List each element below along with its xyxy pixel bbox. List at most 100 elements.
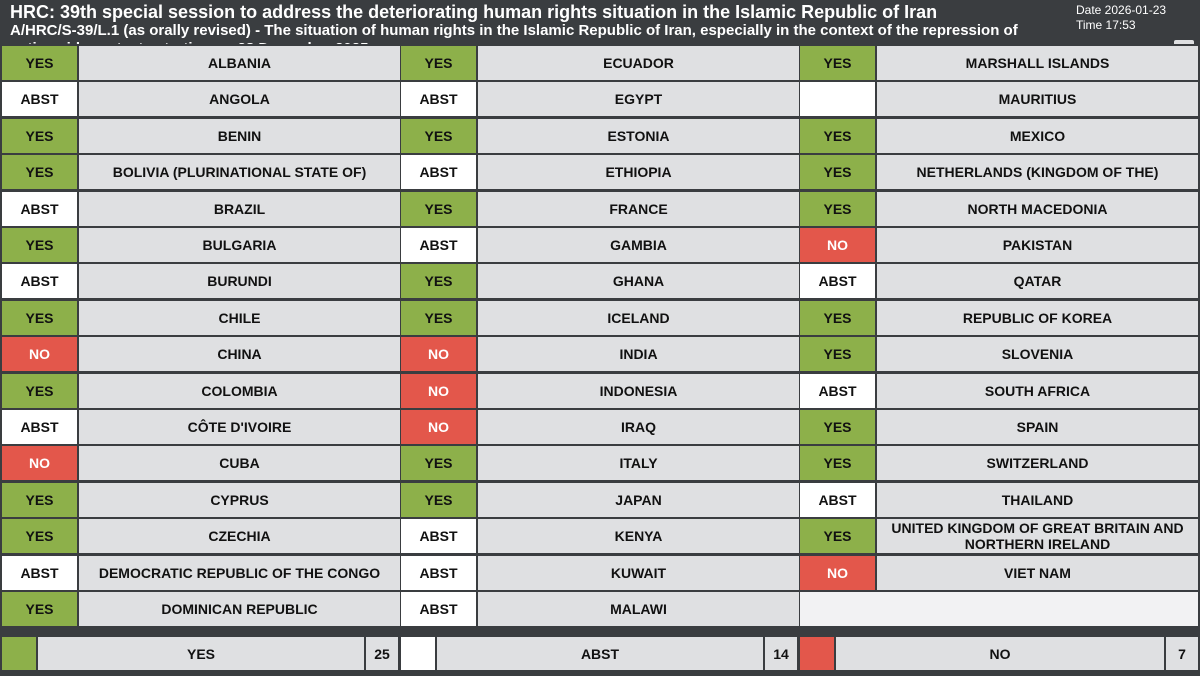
country-name: CÔTE D'IVOIRE: [79, 410, 400, 444]
vote-row: ABST THAILAND: [800, 482, 1198, 517]
vote-cell: YES: [2, 155, 77, 190]
vote-column-1: YES ALBANIA ABST ANGOLA YES BENIN YES BOLIVIA (…: [2, 46, 400, 628]
country-name: CZECHIA: [79, 519, 400, 554]
country-name: GAMBIA: [478, 228, 799, 262]
country-name: CHINA: [79, 337, 400, 372]
vote-cell: YES: [401, 46, 476, 80]
vote-row: NO VIET NAM: [800, 555, 1198, 590]
vote-cell: YES: [401, 300, 476, 335]
country-name: ICELAND: [478, 300, 799, 335]
yes-swatch: [2, 637, 36, 670]
vote-row: YES GHANA: [401, 264, 799, 299]
country-name: GHANA: [478, 264, 799, 299]
vote-cell: NO: [2, 337, 77, 372]
vote-row: ABST QATAR: [800, 264, 1198, 299]
vote-row: ABST SOUTH AFRICA: [800, 373, 1198, 408]
vote-cell: ABST: [800, 482, 875, 517]
total-yes-count: 25: [366, 637, 398, 670]
vote-cell: YES: [401, 482, 476, 517]
country-name: VIET NAM: [877, 555, 1198, 590]
country-name: ANGOLA: [79, 82, 400, 117]
vote-row: YES SWITZERLAND: [800, 446, 1198, 481]
country-name: MEXICO: [877, 118, 1198, 153]
vote-header: HRC: 39th special session to address the…: [0, 0, 1200, 57]
abst-swatch: [401, 637, 435, 670]
vote-cell: YES: [401, 118, 476, 153]
vote-cell: YES: [2, 300, 77, 335]
vote-cell: ABST: [401, 228, 476, 262]
vote-cell: YES: [2, 482, 77, 517]
total-no-label: NO: [836, 637, 1164, 670]
country-name: NETHERLANDS (KINGDOM OF THE): [877, 155, 1198, 190]
country-name: DEMOCRATIC REPUBLIC OF THE CONGO: [79, 555, 400, 590]
empty-row: [800, 592, 1198, 626]
vote-cell: YES: [800, 155, 875, 190]
vote-row: YES ITALY: [401, 446, 799, 481]
country-name: CHILE: [79, 300, 400, 335]
vote-row: YES DOMINICAN REPUBLIC: [2, 592, 400, 626]
vote-cell: NO: [401, 373, 476, 408]
vote-cell: ABST: [800, 373, 875, 408]
total-yes: YES 25: [2, 637, 398, 670]
vote-cell: ABST: [401, 519, 476, 554]
vote-row: YES COLOMBIA: [2, 373, 400, 408]
vote-cell: [800, 82, 875, 117]
vote-row: ABST BRAZIL: [2, 191, 400, 226]
vote-cell: YES: [800, 46, 875, 80]
country-name: MAURITIUS: [877, 82, 1198, 117]
vote-row: YES SPAIN: [800, 410, 1198, 444]
vote-column-3: YES MARSHALL ISLANDS MAURITIUS YES MEXICO YES…: [800, 46, 1198, 628]
vote-cell: YES: [800, 300, 875, 335]
country-name: SPAIN: [877, 410, 1198, 444]
vote-cell: ABST: [2, 410, 77, 444]
country-name: PAKISTAN: [877, 228, 1198, 262]
vote-cell: NO: [800, 228, 875, 262]
vote-cell: YES: [2, 519, 77, 554]
vote-cell: YES: [800, 519, 875, 554]
vote-row: ABST EGYPT: [401, 82, 799, 117]
country-name: KENYA: [478, 519, 799, 554]
country-name: BURUNDI: [79, 264, 400, 299]
country-name: INDONESIA: [478, 373, 799, 408]
country-name: ESTONIA: [478, 118, 799, 153]
country-name: ALBANIA: [79, 46, 400, 80]
vote-cell: YES: [2, 592, 77, 626]
no-swatch: [800, 637, 834, 670]
country-name: CUBA: [79, 446, 400, 481]
vote-row: YES BULGARIA: [2, 228, 400, 262]
vote-cell: ABST: [401, 82, 476, 117]
country-name: BULGARIA: [79, 228, 400, 262]
country-name: KUWAIT: [478, 555, 799, 590]
vote-row: YES MEXICO: [800, 118, 1198, 153]
vote-row: YES ALBANIA: [2, 46, 400, 80]
country-name: DOMINICAN REPUBLIC: [79, 592, 400, 626]
vote-date: Date 2026-01-23: [1076, 3, 1167, 17]
vote-row: ABST ETHIOPIA: [401, 155, 799, 190]
vote-row: MAURITIUS: [800, 82, 1198, 117]
vote-row: ABST GAMBIA: [401, 228, 799, 262]
vote-time: Time 17:53: [1076, 18, 1136, 32]
vote-row: ABST ANGOLA: [2, 82, 400, 117]
vote-cell: YES: [800, 337, 875, 372]
vote-cell: YES: [401, 191, 476, 226]
total-no-count: 7: [1166, 637, 1198, 670]
country-name: EGYPT: [478, 82, 799, 117]
vote-cell: ABST: [401, 555, 476, 590]
vote-row: YES ICELAND: [401, 300, 799, 335]
vote-cell: YES: [2, 228, 77, 262]
country-name: ECUADOR: [478, 46, 799, 80]
country-name: THAILAND: [877, 482, 1198, 517]
country-name: COLOMBIA: [79, 373, 400, 408]
vote-row: ABST BURUNDI: [2, 264, 400, 299]
vote-row: YES JAPAN: [401, 482, 799, 517]
vote-row: YES FRANCE: [401, 191, 799, 226]
country-name: FRANCE: [478, 191, 799, 226]
vote-row: YES CYPRUS: [2, 482, 400, 517]
country-name: UNITED KINGDOM OF GREAT BRITAIN AND NORT…: [877, 519, 1198, 554]
vote-totals: YES 25 ABST 14 NO 7: [0, 630, 1200, 676]
country-name: BENIN: [79, 118, 400, 153]
vote-row: ABST CÔTE D'IVOIRE: [2, 410, 400, 444]
total-abst-count: 14: [765, 637, 797, 670]
vote-cell: ABST: [401, 155, 476, 190]
vote-cell: ABST: [2, 82, 77, 117]
